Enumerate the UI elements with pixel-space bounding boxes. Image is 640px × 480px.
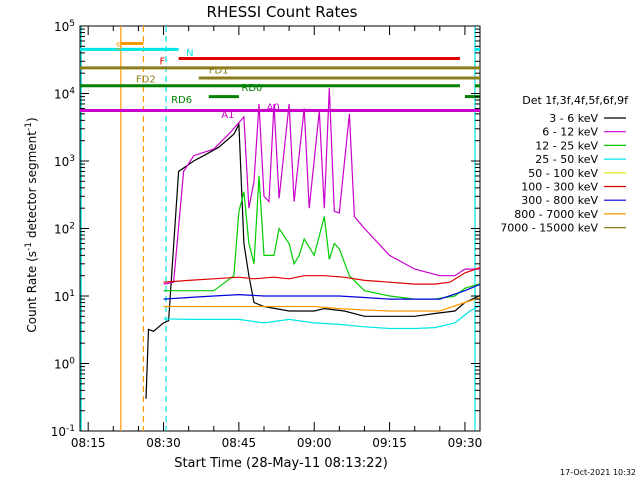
state-label-fd1: FD1 — [209, 65, 229, 76]
series-line-2 — [163, 88, 480, 285]
y-tick-label-exponent: 5 — [69, 19, 75, 29]
legend-entry-label-6: 100 - 300 keV — [521, 181, 598, 194]
y-tick-label: 105 — [54, 19, 75, 34]
y-tick-label: 10-1 — [51, 424, 75, 439]
footer-timestamp: 17-Oct-2021 10:32 — [560, 468, 636, 477]
y-axis-label-part2: detector segment — [25, 131, 39, 242]
x-tick-label-0815: 08:15 — [71, 436, 106, 450]
state-label-fd2: FD2 — [136, 75, 156, 86]
y-tick-label: 103 — [54, 154, 75, 169]
y-tick-label: 101 — [54, 289, 75, 304]
state-label-f: F — [160, 56, 166, 67]
y-tick-label-exponent: 1 — [69, 289, 75, 299]
series-line-3 — [163, 175, 480, 300]
legend-entry-label-8: 800 - 7000 keV — [514, 208, 598, 221]
legend-entry-label-1: 3 - 6 keV — [549, 112, 598, 125]
chart-title: RHESSI Count Rates — [207, 3, 358, 21]
legend-entry-label-7: 300 - 800 keV — [521, 194, 598, 207]
y-tick-label: 102 — [54, 222, 75, 237]
legend-entry-label-4: 25 - 50 keV — [535, 153, 598, 166]
state-label-a1: A1 — [221, 110, 234, 121]
legend-entry-label-2: 6 - 12 keV — [542, 126, 598, 139]
y-axis-label-part1: Count Rate (s — [25, 251, 39, 333]
y-axis-label: Count Rate (s-1 detector segment-1) — [24, 117, 39, 332]
x-tick-label-0845: 08:45 — [222, 436, 257, 450]
series-line-1 — [145, 121, 480, 399]
y-tick-label-exponent: 0 — [69, 357, 75, 367]
state-label-rd0: RD0 — [241, 83, 262, 94]
y-tick-label-base: 10 — [54, 290, 69, 304]
y-tick-label-exponent: -1 — [66, 424, 75, 434]
plot-data-group — [80, 26, 480, 431]
state-label-rd6: RD6 — [171, 95, 192, 106]
legend-title: Det 1f,3f,4f,5f,6f,9f — [522, 94, 629, 107]
series-line-6 — [163, 283, 480, 300]
y-tick-label-base: 10 — [51, 425, 66, 439]
x-tick-label-0930: 09:30 — [448, 436, 483, 450]
y-tick-label-base: 10 — [54, 155, 69, 169]
series-line-4 — [163, 304, 480, 330]
state-label-n: N — [186, 48, 193, 59]
y-tick-label-base: 10 — [54, 20, 69, 34]
y-tick-label-exponent: 4 — [69, 87, 75, 97]
x-tick-label-0830: 08:30 — [146, 436, 181, 450]
legend-entry-label-9: 7000 - 15000 keV — [500, 222, 598, 235]
series-line-5 — [163, 266, 480, 285]
y-tick-label-base: 10 — [54, 88, 69, 102]
series-line-7 — [163, 296, 480, 312]
y-tick-label: 100 — [54, 357, 75, 372]
x-tick-label-0900: 09:00 — [297, 436, 332, 450]
y-axis-label-part3: ) — [25, 117, 39, 122]
y-tick-label-exponent: 3 — [69, 154, 75, 164]
y-tick-label-exponent: 2 — [69, 222, 75, 232]
x-axis-label: Start Time (28-May-11 08:13:22) — [174, 456, 388, 471]
state-label-a0: A0 — [267, 103, 280, 114]
y-axis-label-sup2: -1 — [24, 122, 34, 131]
y-axis-label-sup1: -1 — [24, 242, 34, 251]
y-tick-label: 104 — [54, 87, 75, 102]
x-tick-label-0915: 09:15 — [372, 436, 407, 450]
state-label-s: S — [116, 41, 122, 52]
y-tick-label-base: 10 — [54, 358, 69, 372]
legend-entry-label-3: 12 - 25 keV — [535, 139, 598, 152]
legend-entry-label-5: 50 - 100 keV — [528, 167, 598, 180]
y-tick-label-base: 10 — [54, 223, 69, 237]
